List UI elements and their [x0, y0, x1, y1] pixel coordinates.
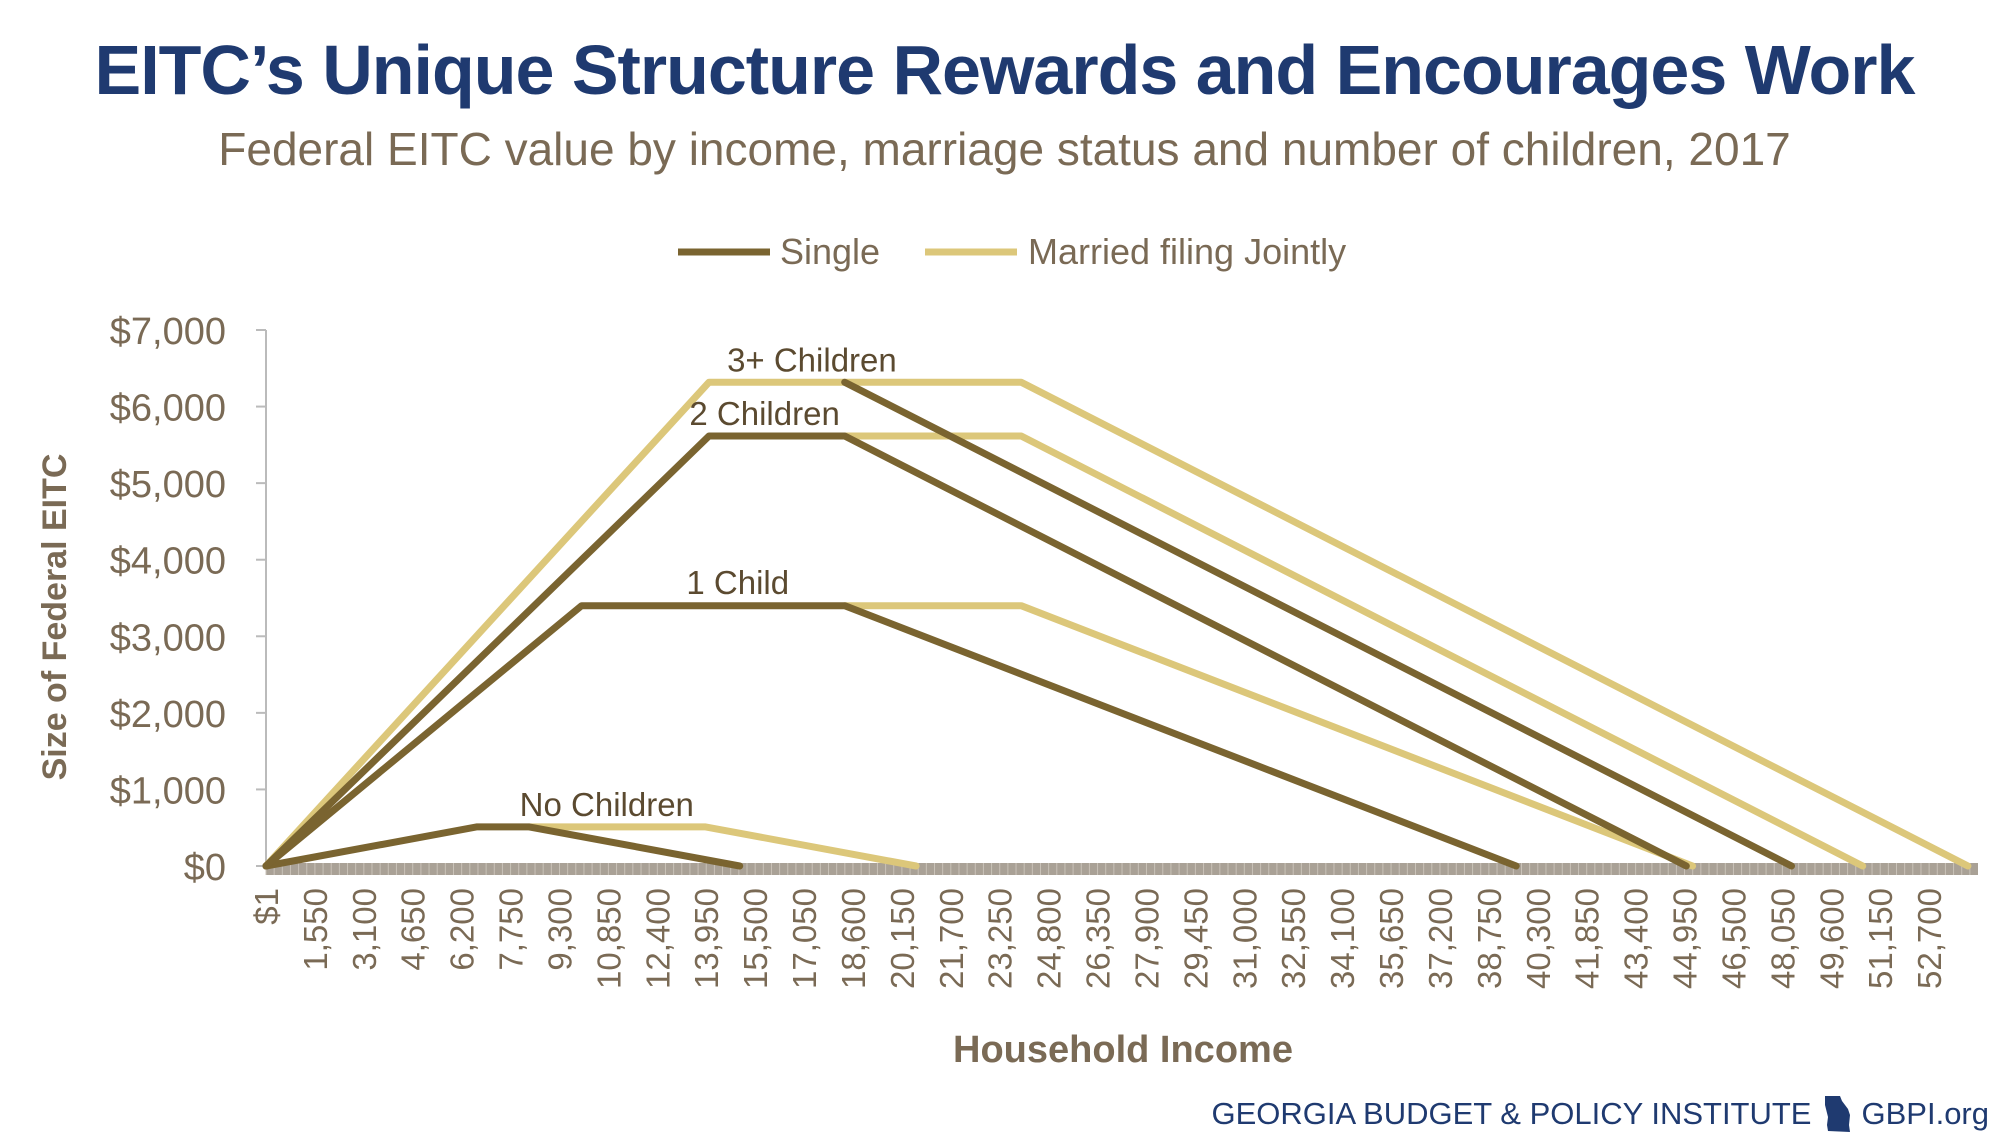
series-lines — [262, 378, 1972, 870]
footer-site: GBPI.org — [1861, 1096, 1990, 1131]
x-tick-label: 3,100 — [346, 888, 383, 971]
x-tick-label: 27,900 — [1128, 888, 1165, 989]
series-line-1-child-single — [262, 602, 1520, 870]
x-tick-label: 6,200 — [444, 888, 481, 971]
x-tick-label: 9,300 — [541, 888, 578, 971]
x-tick-label: 21,700 — [933, 888, 970, 989]
x-axis-title: Household Income — [953, 1029, 1293, 1071]
x-tick-label: 35,650 — [1373, 888, 1410, 989]
x-tick-label: 23,250 — [982, 888, 1019, 989]
x-tick-label: 7,750 — [493, 888, 530, 971]
x-tick-label: 43,400 — [1618, 888, 1655, 989]
annotation-label: No Children — [520, 786, 694, 823]
y-tick-label: $2,000 — [110, 694, 226, 736]
legend-label-married: Married filing Jointly — [1028, 231, 1346, 272]
series-line-no-children-single — [262, 823, 744, 870]
x-tick-label: 15,500 — [737, 888, 774, 989]
y-tick-label: $4,000 — [110, 541, 226, 583]
chart-title: EITC’s Unique Structure Rewards and Enco… — [94, 31, 1916, 109]
chart-subtitle: Federal EITC value by income, marriage s… — [218, 123, 1791, 175]
x-tick-label: 44,950 — [1667, 888, 1704, 989]
x-tick-label: 51,150 — [1862, 888, 1899, 989]
annotation-label: 1 Child — [686, 564, 789, 601]
y-tick-label: $0 — [184, 847, 226, 889]
x-tick-label: 12,400 — [639, 888, 676, 989]
series-line-2-children-married — [841, 432, 1867, 870]
x-tick-label: 4,650 — [395, 888, 432, 971]
x-tick-label: 1,550 — [297, 888, 334, 971]
x-tick-label: 24,800 — [1031, 888, 1068, 989]
x-tick-label: 34,100 — [1324, 888, 1361, 989]
x-tick-label: 37,200 — [1422, 888, 1459, 989]
series-line-1-child-married — [841, 602, 1697, 870]
series-line-3-children-single — [841, 378, 1795, 870]
series-line-2-children-single — [262, 432, 1690, 870]
y-tick-label: $5,000 — [110, 464, 226, 506]
footer: GEORGIA BUDGET & POLICY INSTITUTE GBPI.o… — [1211, 1095, 1989, 1133]
y-tick-label: $6,000 — [110, 388, 226, 430]
georgia-state-icon — [1824, 1096, 1850, 1132]
x-tick-label: 13,950 — [688, 888, 725, 989]
x-tick-label: $1 — [248, 888, 285, 925]
annotations: No Children 1 Child 2 Children 3+ Children — [520, 341, 897, 823]
annotation-label: 2 Children — [689, 395, 839, 432]
annotation-label: 3+ Children — [727, 341, 897, 378]
y-axis-title: Size of Federal EITC — [36, 454, 74, 781]
y-axis: $0 $1,000 $2,000 $3,000 $4,000 $5,000 $6,000 $7… — [110, 311, 267, 889]
x-tick-label: 40,300 — [1520, 888, 1557, 989]
x-tick-label: 46,500 — [1715, 888, 1752, 989]
y-tick-label: $3,000 — [110, 617, 226, 659]
x-axis: $1 1,550 3,100 4,650 6,200 7,750 9,300 10,850 12… — [248, 863, 1978, 989]
x-tick-label: 32,550 — [1275, 888, 1312, 989]
series-line-no-children-married — [525, 823, 920, 870]
y-tick-label: $1,000 — [110, 770, 226, 812]
legend-label-single: Single — [780, 231, 880, 272]
footer-org: GEORGIA BUDGET & POLICY INSTITUTE — [1211, 1096, 1812, 1131]
x-tick-label: 10,850 — [590, 888, 627, 989]
x-tick-label: 38,750 — [1471, 888, 1508, 989]
x-tick-label: 52,700 — [1911, 888, 1948, 989]
x-tick-label: 41,850 — [1569, 888, 1606, 989]
x-tick-label: 26,350 — [1080, 888, 1117, 989]
series-line-3-children-married — [262, 378, 1972, 870]
x-tick-label: 48,050 — [1764, 888, 1801, 989]
x-tick-label: 18,600 — [835, 888, 872, 989]
x-tick-label: 29,450 — [1177, 888, 1214, 989]
x-tick-label: 17,050 — [786, 888, 823, 989]
x-tick-label: 49,600 — [1813, 888, 1850, 989]
legend: Single Married filing Jointly — [678, 231, 1346, 272]
y-tick-label: $7,000 — [110, 311, 226, 353]
x-tick-label: 20,150 — [884, 888, 921, 989]
x-tick-label: 31,000 — [1226, 888, 1263, 989]
